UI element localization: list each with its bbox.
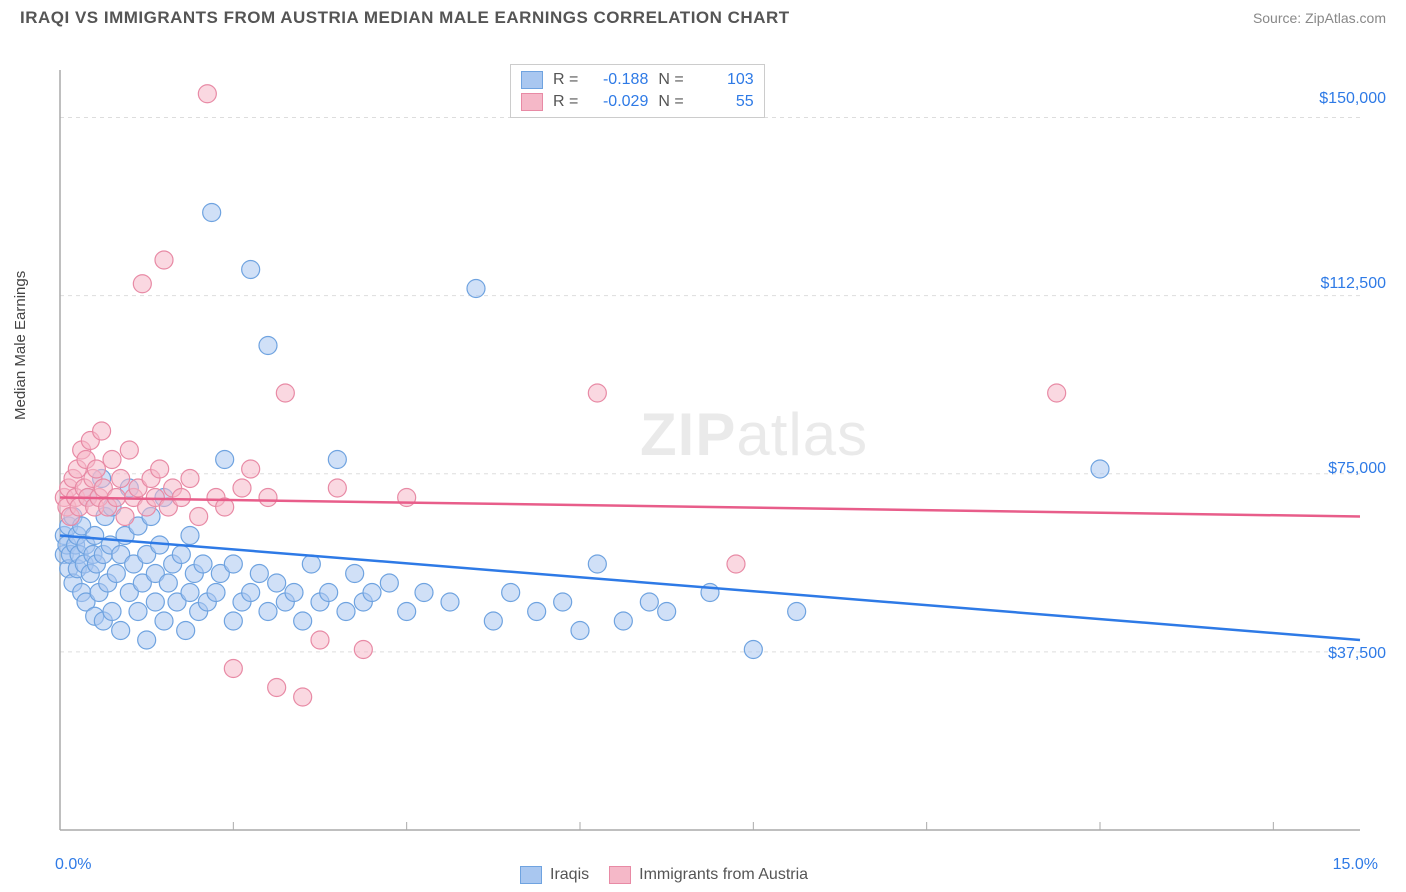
- ytick-75000: $75,000: [1328, 460, 1386, 478]
- legend-swatch: [520, 866, 542, 884]
- y-axis-label: Median Male Earnings: [12, 271, 29, 420]
- ytick-150000: $150,000: [1319, 90, 1386, 108]
- scatter-chart: [50, 60, 1370, 840]
- legend-label: Immigrants from Austria: [639, 866, 808, 884]
- stats-legend: R =-0.188N =103R =-0.029N =55: [510, 64, 765, 118]
- legend-item: Immigrants from Austria: [609, 866, 808, 884]
- xtick-15: 15.0%: [1333, 856, 1378, 874]
- stats-row: R =-0.188N =103: [521, 69, 754, 91]
- header: IRAQI VS IMMIGRANTS FROM AUSTRIA MEDIAN …: [0, 0, 1406, 32]
- chart-title: IRAQI VS IMMIGRANTS FROM AUSTRIA MEDIAN …: [20, 8, 790, 28]
- legend-label: Iraqis: [550, 866, 589, 884]
- xtick-0: 0.0%: [55, 856, 91, 874]
- ytick-112500: $112,500: [1320, 275, 1386, 293]
- legend-swatch: [609, 866, 631, 884]
- ytick-37500: $37,500: [1328, 645, 1386, 663]
- legend-item: Iraqis: [520, 866, 589, 884]
- series-legend: Iraqis Immigrants from Austria: [520, 866, 808, 884]
- series-swatch: [521, 93, 543, 111]
- series-swatch: [521, 71, 543, 89]
- stats-row: R =-0.029N =55: [521, 91, 754, 113]
- source-label: Source: ZipAtlas.com: [1253, 10, 1386, 26]
